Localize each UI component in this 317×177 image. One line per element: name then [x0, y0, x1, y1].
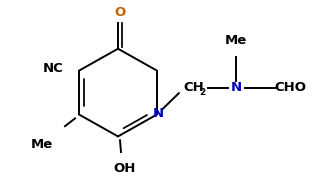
- Text: NC: NC: [42, 62, 63, 75]
- Text: N: N: [152, 107, 164, 120]
- Text: CHO: CHO: [275, 81, 307, 94]
- Text: OH: OH: [114, 162, 136, 175]
- Text: Me: Me: [31, 138, 53, 151]
- Text: O: O: [114, 5, 126, 19]
- Text: N: N: [230, 81, 242, 94]
- Text: Me: Me: [225, 34, 247, 47]
- Text: 2: 2: [200, 88, 206, 97]
- Text: CH: CH: [184, 81, 204, 94]
